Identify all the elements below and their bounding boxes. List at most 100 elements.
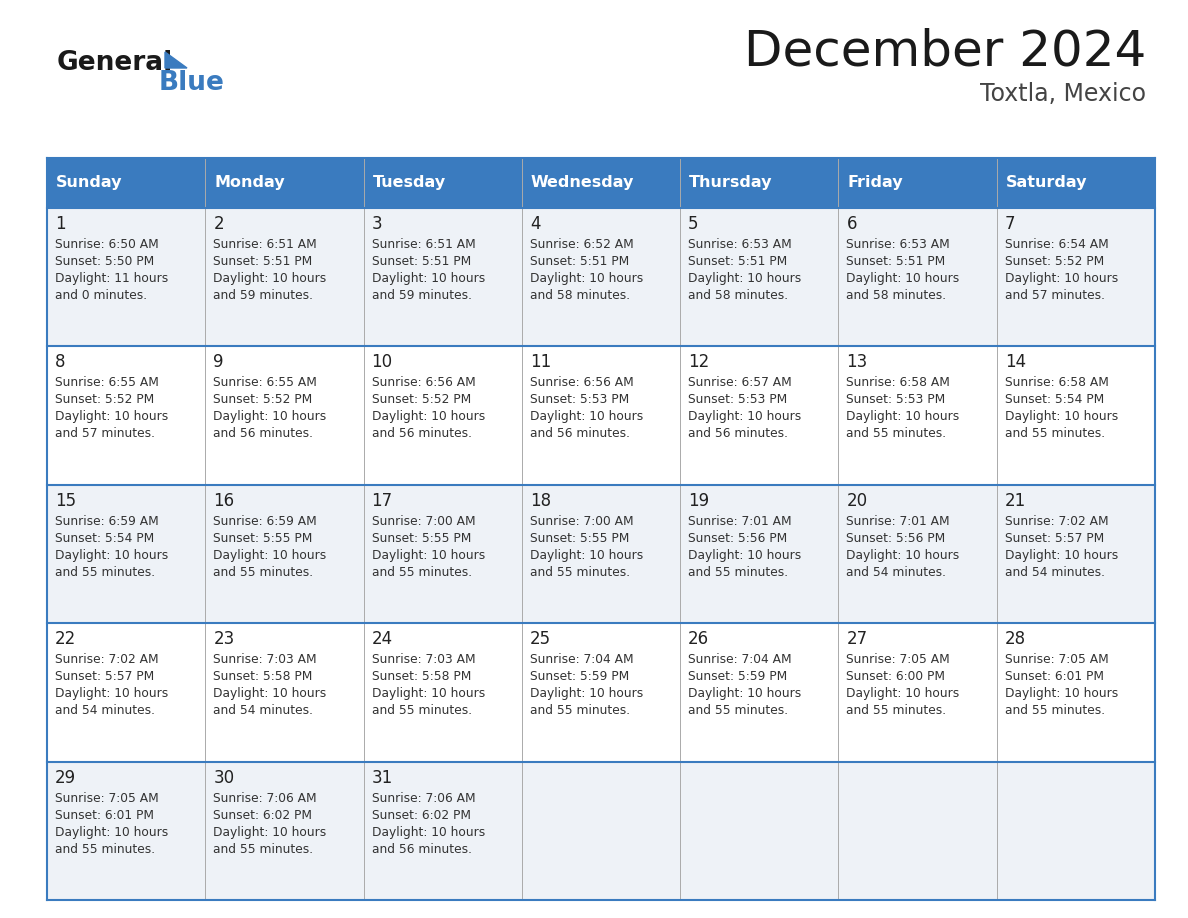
Text: Sunrise: 7:06 AM: Sunrise: 7:06 AM: [372, 791, 475, 804]
Text: Sunset: 5:52 PM: Sunset: 5:52 PM: [372, 394, 470, 407]
Text: Sunset: 5:51 PM: Sunset: 5:51 PM: [372, 255, 470, 268]
Text: Sunset: 5:59 PM: Sunset: 5:59 PM: [530, 670, 630, 683]
Text: Daylight: 10 hours: Daylight: 10 hours: [1005, 410, 1118, 423]
Text: Blue: Blue: [159, 70, 225, 96]
Text: Sunset: 5:53 PM: Sunset: 5:53 PM: [688, 394, 788, 407]
Text: Sunset: 5:50 PM: Sunset: 5:50 PM: [55, 255, 154, 268]
Text: Daylight: 10 hours: Daylight: 10 hours: [688, 549, 802, 562]
Text: Sunset: 5:54 PM: Sunset: 5:54 PM: [55, 532, 154, 544]
Text: 15: 15: [55, 492, 76, 509]
Text: and 55 minutes.: and 55 minutes.: [846, 428, 947, 441]
Text: Daylight: 10 hours: Daylight: 10 hours: [688, 688, 802, 700]
Text: Sunrise: 6:51 AM: Sunrise: 6:51 AM: [214, 238, 317, 251]
Text: Sunset: 5:51 PM: Sunset: 5:51 PM: [846, 255, 946, 268]
Text: and 54 minutes.: and 54 minutes.: [846, 565, 947, 579]
Text: Daylight: 10 hours: Daylight: 10 hours: [530, 410, 643, 423]
Text: Daylight: 10 hours: Daylight: 10 hours: [55, 549, 169, 562]
Text: and 58 minutes.: and 58 minutes.: [688, 289, 789, 302]
Text: Sunrise: 6:53 AM: Sunrise: 6:53 AM: [846, 238, 950, 251]
Text: and 59 minutes.: and 59 minutes.: [214, 289, 314, 302]
Text: 11: 11: [530, 353, 551, 372]
Text: and 55 minutes.: and 55 minutes.: [55, 843, 156, 856]
Text: 6: 6: [846, 215, 857, 233]
Text: Sunset: 6:00 PM: Sunset: 6:00 PM: [846, 670, 946, 683]
Text: Sunrise: 7:03 AM: Sunrise: 7:03 AM: [214, 654, 317, 666]
Text: 20: 20: [846, 492, 867, 509]
Text: Daylight: 10 hours: Daylight: 10 hours: [846, 688, 960, 700]
Text: Daylight: 10 hours: Daylight: 10 hours: [55, 688, 169, 700]
Text: December 2024: December 2024: [744, 28, 1146, 76]
Text: Sunrise: 6:50 AM: Sunrise: 6:50 AM: [55, 238, 159, 251]
Text: and 55 minutes.: and 55 minutes.: [688, 565, 789, 579]
Text: Sunset: 5:52 PM: Sunset: 5:52 PM: [1005, 255, 1104, 268]
Text: Sunset: 5:56 PM: Sunset: 5:56 PM: [688, 532, 788, 544]
Text: and 56 minutes.: and 56 minutes.: [372, 428, 472, 441]
Text: Daylight: 10 hours: Daylight: 10 hours: [530, 549, 643, 562]
Text: Sunset: 5:52 PM: Sunset: 5:52 PM: [214, 394, 312, 407]
Bar: [48, 623, 1155, 762]
Text: 4: 4: [530, 215, 541, 233]
Text: and 0 minutes.: and 0 minutes.: [55, 289, 147, 302]
Text: Sunrise: 6:58 AM: Sunrise: 6:58 AM: [1005, 376, 1108, 389]
Text: 27: 27: [846, 630, 867, 648]
Text: Sunrise: 7:02 AM: Sunrise: 7:02 AM: [55, 654, 159, 666]
Text: and 55 minutes.: and 55 minutes.: [688, 704, 789, 717]
Text: Wednesday: Wednesday: [531, 175, 634, 191]
Text: Daylight: 11 hours: Daylight: 11 hours: [55, 272, 169, 285]
Text: Daylight: 10 hours: Daylight: 10 hours: [214, 410, 327, 423]
Text: Sunrise: 6:55 AM: Sunrise: 6:55 AM: [55, 376, 159, 389]
Text: Sunrise: 6:56 AM: Sunrise: 6:56 AM: [372, 376, 475, 389]
Text: 21: 21: [1005, 492, 1026, 509]
Text: 14: 14: [1005, 353, 1026, 372]
Text: 23: 23: [214, 630, 234, 648]
Text: Sunrise: 6:58 AM: Sunrise: 6:58 AM: [846, 376, 950, 389]
Text: Daylight: 10 hours: Daylight: 10 hours: [846, 549, 960, 562]
Text: and 58 minutes.: and 58 minutes.: [846, 289, 947, 302]
Text: Saturday: Saturday: [1006, 175, 1087, 191]
Text: Sunrise: 7:02 AM: Sunrise: 7:02 AM: [1005, 515, 1108, 528]
Text: and 56 minutes.: and 56 minutes.: [530, 428, 630, 441]
Text: 24: 24: [372, 630, 393, 648]
Text: Sunrise: 6:59 AM: Sunrise: 6:59 AM: [214, 515, 317, 528]
Text: Sunrise: 6:51 AM: Sunrise: 6:51 AM: [372, 238, 475, 251]
Text: Sunrise: 7:03 AM: Sunrise: 7:03 AM: [372, 654, 475, 666]
Text: Sunrise: 7:05 AM: Sunrise: 7:05 AM: [846, 654, 950, 666]
Text: Daylight: 10 hours: Daylight: 10 hours: [846, 272, 960, 285]
Text: Daylight: 10 hours: Daylight: 10 hours: [530, 688, 643, 700]
Text: Sunset: 5:56 PM: Sunset: 5:56 PM: [846, 532, 946, 544]
Text: and 56 minutes.: and 56 minutes.: [372, 843, 472, 856]
Text: Daylight: 10 hours: Daylight: 10 hours: [688, 410, 802, 423]
Text: 10: 10: [372, 353, 393, 372]
Text: 30: 30: [214, 768, 234, 787]
Bar: [48, 485, 1155, 623]
Text: 29: 29: [55, 768, 76, 787]
Text: Daylight: 10 hours: Daylight: 10 hours: [214, 688, 327, 700]
Text: Daylight: 10 hours: Daylight: 10 hours: [846, 410, 960, 423]
Text: 12: 12: [688, 353, 709, 372]
Text: 25: 25: [530, 630, 551, 648]
Polygon shape: [165, 52, 187, 68]
Text: Sunset: 5:51 PM: Sunset: 5:51 PM: [530, 255, 630, 268]
Bar: [48, 346, 1155, 485]
Text: 7: 7: [1005, 215, 1016, 233]
Bar: [48, 158, 1155, 208]
Text: Sunrise: 7:05 AM: Sunrise: 7:05 AM: [55, 791, 159, 804]
Text: and 55 minutes.: and 55 minutes.: [1005, 428, 1105, 441]
Text: Daylight: 10 hours: Daylight: 10 hours: [1005, 688, 1118, 700]
Text: Daylight: 10 hours: Daylight: 10 hours: [214, 825, 327, 839]
Text: Sunrise: 6:52 AM: Sunrise: 6:52 AM: [530, 238, 633, 251]
Text: and 56 minutes.: and 56 minutes.: [688, 428, 788, 441]
Text: 1: 1: [55, 215, 65, 233]
Text: Sunrise: 6:59 AM: Sunrise: 6:59 AM: [55, 515, 159, 528]
Text: Sunset: 5:54 PM: Sunset: 5:54 PM: [1005, 394, 1104, 407]
Text: Daylight: 10 hours: Daylight: 10 hours: [372, 410, 485, 423]
Text: Daylight: 10 hours: Daylight: 10 hours: [55, 825, 169, 839]
Text: Sunset: 5:57 PM: Sunset: 5:57 PM: [55, 670, 154, 683]
Text: Tuesday: Tuesday: [373, 175, 446, 191]
Text: Daylight: 10 hours: Daylight: 10 hours: [1005, 272, 1118, 285]
Text: Daylight: 10 hours: Daylight: 10 hours: [372, 549, 485, 562]
Text: Sunset: 5:53 PM: Sunset: 5:53 PM: [530, 394, 630, 407]
Text: Sunrise: 6:57 AM: Sunrise: 6:57 AM: [688, 376, 792, 389]
Text: 22: 22: [55, 630, 76, 648]
Text: Daylight: 10 hours: Daylight: 10 hours: [372, 825, 485, 839]
